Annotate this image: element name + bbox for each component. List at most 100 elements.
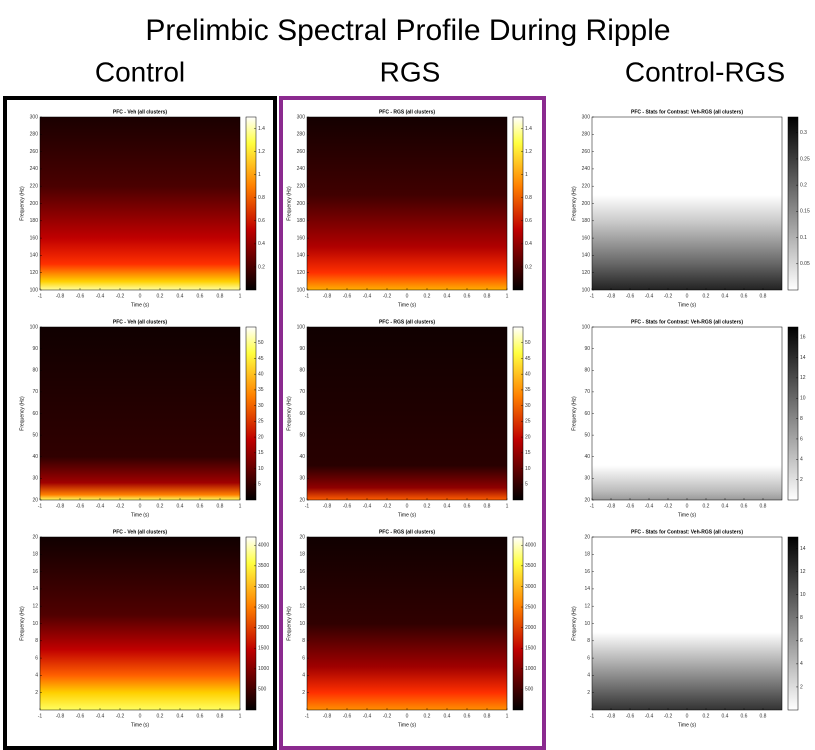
y-tick-label: 10 (299, 621, 305, 627)
x-tick-label: -0.4 (363, 713, 372, 719)
colorbar-tick-label: 500 (258, 687, 267, 693)
x-axis-label: Time (s) (678, 512, 696, 518)
y-tick-label: 8 (35, 638, 38, 644)
y-tick-label: 20 (584, 534, 590, 540)
colorbar-tick-label: 12 (800, 569, 806, 575)
x-tick-label: 0.8 (484, 293, 491, 299)
y-tick-label: 240 (297, 166, 306, 172)
colorbar-tick-label: 3000 (525, 584, 536, 590)
x-axis-label: Time (s) (131, 302, 149, 308)
x-tick-label: -0.2 (383, 503, 392, 509)
colorbar-tick-label: 1 (258, 172, 261, 178)
x-tick-label: -1 (305, 503, 310, 509)
colorbar-tick-label: 1.2 (525, 149, 532, 155)
rgs-box (279, 96, 546, 750)
x-tick-label: -0.4 (645, 503, 654, 509)
colorbar-tick-label: 12 (800, 375, 806, 381)
x-tick-label: 0.6 (197, 293, 204, 299)
colorbar-tick-label: 40 (525, 372, 531, 378)
y-tick-label: 280 (297, 132, 306, 138)
colorbar (787, 326, 799, 501)
colorbar-tick-label: 10 (800, 396, 806, 402)
y-tick-label: 16 (584, 569, 590, 575)
x-tick-label: 0.2 (424, 503, 431, 509)
x-tick-label: -1 (590, 293, 595, 299)
y-tick-label: 100 (297, 287, 306, 293)
colorbar-tick-label: 1.4 (525, 126, 532, 132)
colorbar-tick-label: 4 (800, 457, 803, 463)
y-tick-label: 14 (584, 586, 590, 592)
colorbar-tick-label: 25 (258, 419, 264, 425)
y-tick-label: 90 (299, 346, 305, 352)
y-tick-label: 2 (302, 690, 305, 696)
panel-title: PFC - Veh (all clusters) (113, 529, 168, 535)
colorbar-tick-label: 500 (525, 687, 534, 693)
colorbar-tick-label: 0.4 (525, 241, 532, 247)
x-tick-label: -1 (38, 293, 43, 299)
y-axis-label: Frequency (Hz) (286, 606, 292, 641)
x-tick-label: 0.8 (217, 293, 224, 299)
x-tick-label: 0.2 (424, 713, 431, 719)
x-tick-label: -1 (305, 293, 310, 299)
y-tick-label: 120 (582, 270, 591, 276)
colorbar-tick-label: 1.2 (258, 149, 265, 155)
colorbar-tick-label: 1000 (258, 666, 269, 672)
column-heading: RGS (380, 56, 441, 87)
x-axis-label: Time (s) (678, 302, 696, 308)
y-tick-label: 120 (297, 270, 306, 276)
control-box (3, 96, 277, 750)
colorbar-tick-label: 3500 (258, 563, 269, 569)
colorbar-tick-label: 25 (525, 419, 531, 425)
y-tick-label: 140 (582, 253, 591, 259)
colorbar-tick-label: 1 (525, 172, 528, 178)
x-tick-label: 0.6 (464, 713, 471, 719)
x-tick-label: -0.2 (116, 503, 125, 509)
x-tick-label: 0 (406, 293, 409, 299)
y-tick-label: 20 (299, 497, 305, 503)
x-axis-label: Time (s) (398, 512, 416, 518)
x-axis-label: Time (s) (678, 722, 696, 728)
x-tick-label: 0.6 (741, 503, 748, 509)
x-tick-label: -0.4 (96, 713, 105, 719)
colorbar-tick-label: 1.4 (258, 126, 265, 132)
x-tick-label: 0.2 (424, 293, 431, 299)
colorbar-tick-label: 5 (525, 482, 528, 488)
y-tick-label: 12 (32, 604, 38, 610)
x-tick-label: 0.8 (484, 503, 491, 509)
y-tick-label: 90 (584, 346, 590, 352)
y-tick-label: 80 (584, 368, 590, 374)
y-tick-label: 220 (582, 184, 591, 190)
colorbar-tick-label: 1000 (525, 666, 536, 672)
panel-title: PFC - Stats for Contrast: Veh-RGS (all c… (631, 529, 743, 535)
colorbar-tick-label: 6 (800, 436, 803, 442)
colorbar-tick-label: 4 (800, 661, 803, 667)
x-tick-label: 0 (139, 713, 142, 719)
colorbar-tick-label: 2000 (258, 625, 269, 631)
colorbar-tick-label: 2 (800, 684, 803, 690)
y-tick-label: 300 (30, 114, 39, 120)
x-tick-label: 0.4 (444, 713, 451, 719)
colorbar-tick-label: 15 (258, 450, 264, 456)
x-tick-label: 1 (239, 293, 242, 299)
y-tick-label: 280 (582, 132, 591, 138)
x-tick-label: -1 (38, 503, 43, 509)
x-tick-label: -0.8 (56, 293, 65, 299)
y-tick-label: 8 (302, 638, 305, 644)
x-tick-label: 0.8 (217, 713, 224, 719)
x-tick-label: 0 (139, 293, 142, 299)
colorbar-tick-label: 0.3 (800, 130, 807, 136)
y-tick-label: 70 (299, 389, 305, 395)
colorbar-tick-label: 0.05 (800, 261, 810, 267)
colorbar-tick-label: 4000 (525, 543, 536, 549)
colorbar-tick-label: 20 (258, 434, 264, 440)
x-tick-label: 0.4 (444, 293, 451, 299)
colorbar-tick-label: 16 (800, 335, 806, 341)
colorbar (787, 536, 799, 711)
x-tick-label: -0.6 (626, 503, 635, 509)
y-tick-label: 60 (584, 411, 590, 417)
colorbar (787, 116, 799, 291)
heatmap (591, 326, 783, 501)
colorbar-tick-label: 2000 (525, 625, 536, 631)
y-tick-label: 10 (584, 621, 590, 627)
